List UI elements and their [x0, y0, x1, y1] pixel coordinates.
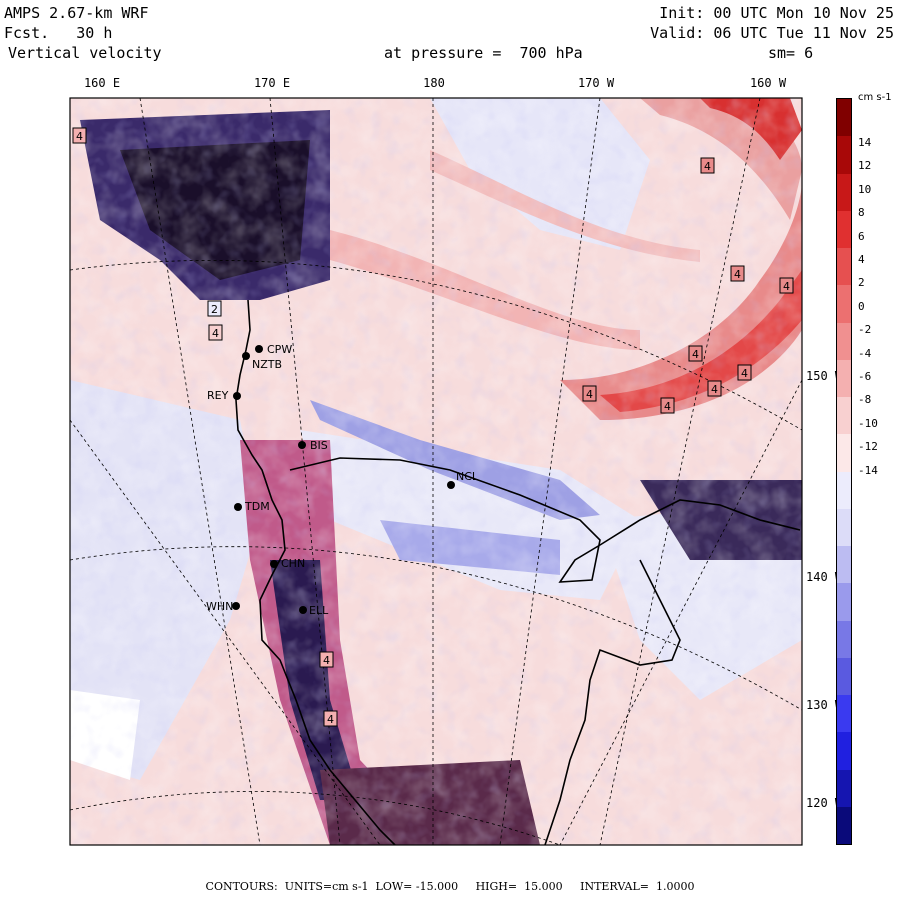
colorbar	[836, 98, 852, 845]
coastline	[235, 299, 801, 845]
colorbar-swatch	[837, 583, 851, 621]
lon-label-180: 180	[423, 76, 445, 90]
colorbar-swatch	[837, 210, 851, 248]
footer-low: LOW= -15.000	[375, 880, 459, 893]
colorbar-swatch	[837, 248, 851, 286]
colorbar-swatch	[837, 471, 851, 509]
footer-high: HIGH= 15.000	[475, 880, 563, 893]
init-time: Init: 00 UTC Mon 10 Nov 25	[659, 4, 894, 22]
lon-label-170w: 170 W	[577, 76, 615, 90]
colorbar-swatch	[837, 769, 851, 807]
colorbar-swatch	[837, 732, 851, 770]
fcst-value: 30 h	[76, 24, 113, 42]
lon-label-170e: 170 E	[253, 76, 291, 90]
colorbar-swatch	[837, 806, 851, 844]
colorbar-swatch	[837, 136, 851, 174]
colorbar-swatch	[837, 285, 851, 323]
footer-interval: INTERVAL= 1.0000	[580, 880, 695, 893]
valid-time: Valid: 06 UTC Tue 11 Nov 25	[650, 24, 894, 42]
colorbar-swatch	[837, 322, 851, 360]
colorbar-tick-label: -2	[858, 323, 872, 337]
smoothing-label: sm= 6	[768, 44, 814, 62]
contour-info: CONTOURS: UNITS=cm s-1 LOW= -15.000 HIGH…	[0, 880, 900, 893]
colorbar-swatch	[837, 620, 851, 658]
velocity-field	[70, 98, 802, 845]
footer-units: UNITS=cm s-1	[284, 880, 369, 893]
colorbar-tick-label: 6	[858, 229, 865, 243]
pressure-level: at pressure = 700 hPa	[384, 44, 583, 62]
colorbar-swatch	[837, 508, 851, 546]
colorbar-swatch	[837, 99, 851, 137]
forecast-hour: Fcst. 30 h	[4, 24, 112, 42]
colorbar-swatch	[837, 359, 851, 397]
colorbar-swatch	[837, 546, 851, 584]
footer-contours: CONTOURS:	[205, 880, 278, 893]
colorbar-tick-label: 10	[858, 182, 872, 196]
colorbar-tick-label: 8	[858, 206, 865, 220]
colorbar-tick-label: 4	[858, 253, 865, 266]
model-title: AMPS 2.67-km WRF	[4, 4, 149, 22]
colorbar-tick-label: 2	[858, 276, 865, 290]
colorbar-tick-label: 14	[858, 136, 872, 149]
colorbar-swatch	[837, 657, 851, 695]
colorbar-swatch	[837, 173, 851, 211]
colorbar-tick-label: -6	[858, 370, 872, 383]
colorbar-swatch	[837, 434, 851, 472]
colorbar-tick-label: -10	[858, 416, 878, 430]
colorbar-tick-label: 0	[858, 299, 865, 313]
colorbar-tick-label: -8	[858, 393, 872, 407]
colorbar-units: cm s-1	[858, 92, 892, 103]
colorbar-tick-label: -12	[858, 440, 878, 454]
colorbar-swatch	[837, 397, 851, 435]
colorbar-tick-label: 12	[858, 159, 872, 173]
field-name: Vertical velocity	[8, 44, 162, 62]
lon-label-160w: 160 W	[749, 76, 787, 90]
colorbar-tick-label: -14	[858, 463, 878, 477]
colorbar-tick-label: -4	[858, 346, 872, 360]
fcst-label: Fcst.	[4, 24, 50, 42]
colorbar-swatch	[837, 695, 851, 733]
lon-label-160e: 160 E	[83, 76, 121, 90]
